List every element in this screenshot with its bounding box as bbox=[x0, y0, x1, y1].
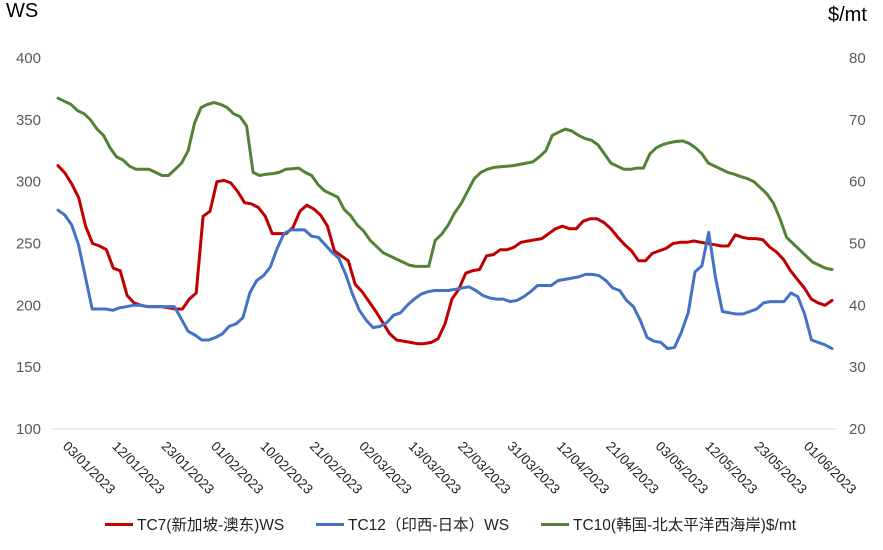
line-chart: 400 350 300 250 200 150 100 80 70 60 50 40 30 20 03/… bbox=[16, 50, 866, 497]
left-tick-label: 250 bbox=[16, 236, 41, 253]
x-tick-label: 13/03/2023 bbox=[406, 439, 464, 497]
left-tick-label: 200 bbox=[16, 297, 41, 314]
legend-swatch-tc7 bbox=[105, 522, 133, 526]
left-tick-label: 100 bbox=[16, 421, 41, 438]
x-tick-label: 12/01/2023 bbox=[109, 439, 167, 497]
right-tick-label: 40 bbox=[849, 297, 866, 314]
x-tick-label: 12/05/2023 bbox=[702, 439, 760, 497]
series-line-tc10 bbox=[56, 96, 834, 271]
x-tick-label: 21/02/2023 bbox=[307, 439, 365, 497]
x-tick-label: 22/03/2023 bbox=[455, 439, 513, 497]
legend-item-tc12: TC12（印西-日本）WS bbox=[316, 513, 509, 535]
right-tick-label: 60 bbox=[849, 174, 866, 191]
right-tick-label: 20 bbox=[849, 421, 866, 438]
legend-swatch-tc10 bbox=[541, 522, 569, 526]
x-tick-label: 23/01/2023 bbox=[159, 439, 217, 497]
left-tick-label: 400 bbox=[16, 50, 41, 67]
right-tick-label: 50 bbox=[849, 236, 866, 253]
legend-item-tc10: TC10(韩国-北太平洋西海岸)$/mt bbox=[541, 513, 796, 535]
legend-item-tc7: TC7(新加坡-澳东)WS bbox=[105, 513, 284, 535]
right-axis-ticks: 80 70 60 50 40 30 20 bbox=[849, 50, 866, 438]
series-line-tc12 bbox=[56, 208, 834, 351]
left-tick-label: 350 bbox=[16, 112, 41, 129]
right-axis-unit: $/mt bbox=[828, 4, 867, 26]
right-tick-label: 70 bbox=[849, 112, 866, 129]
x-tick-label: 03/01/2023 bbox=[60, 439, 118, 497]
x-tick-label: 21/04/2023 bbox=[603, 439, 661, 497]
x-tick-label: 01/02/2023 bbox=[208, 439, 266, 497]
x-axis-ticks: 03/01/202312/01/202323/01/202301/02/2023… bbox=[60, 439, 859, 497]
legend-swatch-tc12 bbox=[316, 522, 344, 526]
left-axis-ticks: 400 350 300 250 200 150 100 bbox=[16, 50, 41, 438]
left-tick-label: 150 bbox=[16, 359, 41, 376]
right-tick-label: 80 bbox=[849, 50, 866, 67]
legend-label-tc7: TC7(新加坡-澳东)WS bbox=[137, 517, 285, 534]
left-axis-unit: WS bbox=[6, 0, 39, 22]
x-tick-label: 10/02/2023 bbox=[257, 439, 315, 497]
x-tick-label: 12/04/2023 bbox=[554, 439, 612, 497]
left-tick-label: 300 bbox=[16, 174, 41, 191]
series-lines bbox=[56, 96, 834, 351]
x-tick-label: 03/05/2023 bbox=[653, 439, 711, 497]
legend-label-tc12: TC12（印西-日本）WS bbox=[348, 517, 510, 534]
right-tick-label: 30 bbox=[849, 359, 866, 376]
legend: TC7(新加坡-澳东)WS TC12（印西-日本）WS TC10(韩国-北太平洋… bbox=[0, 513, 883, 541]
x-tick-label: 02/03/2023 bbox=[356, 439, 414, 497]
series-line-tc7 bbox=[56, 164, 834, 346]
legend-label-tc10: TC10(韩国-北太平洋西海岸)$/mt bbox=[573, 517, 797, 534]
x-tick-label: 01/06/2023 bbox=[801, 439, 859, 497]
x-tick-label: 23/05/2023 bbox=[751, 439, 809, 497]
x-tick-label: 31/03/2023 bbox=[504, 439, 562, 497]
